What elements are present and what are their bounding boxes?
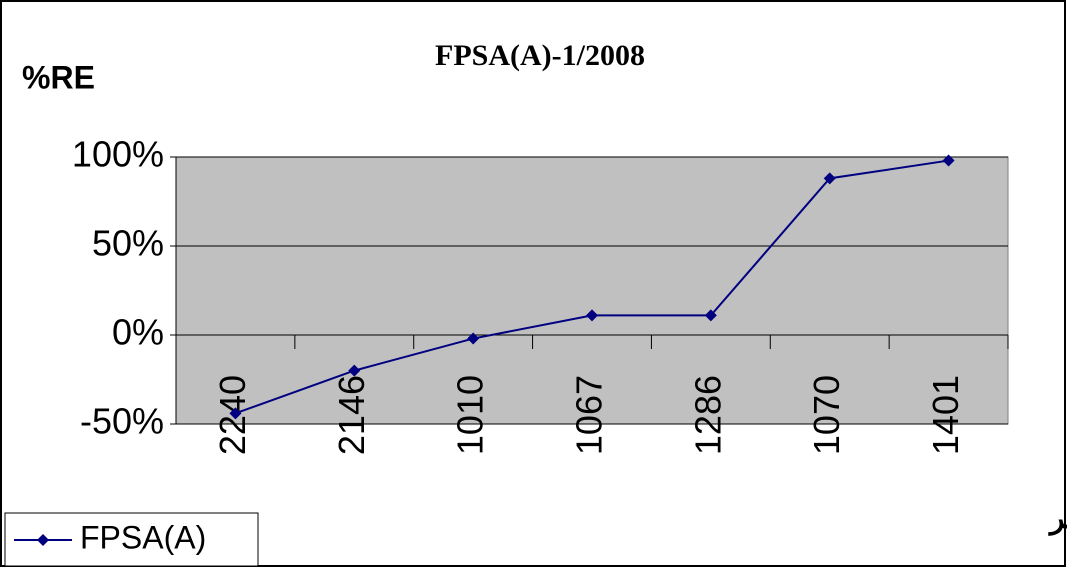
data-point bbox=[348, 364, 361, 377]
data-point bbox=[704, 309, 717, 322]
x-tick-label: 1286 bbox=[687, 375, 728, 455]
x-axis-label: رمز المخبر bbox=[1048, 502, 1067, 536]
data-point bbox=[942, 154, 955, 167]
plot-area bbox=[175, 156, 1009, 425]
data-point bbox=[586, 309, 598, 322]
y-tick-label: 0% bbox=[112, 312, 164, 353]
x-tick-label: 1070 bbox=[806, 375, 847, 455]
x-tick-label: 1401 bbox=[925, 375, 966, 455]
x-tick-label: 2146 bbox=[331, 375, 372, 455]
data-point bbox=[823, 172, 836, 185]
x-tick-label: 1067 bbox=[569, 375, 610, 455]
y-tick-label: 100% bbox=[72, 134, 164, 175]
legend-label: FPSA(A) bbox=[80, 519, 206, 555]
x-tick-label: 1010 bbox=[450, 375, 491, 455]
legend-marker bbox=[37, 534, 49, 546]
chart-title: FPSA(A)-1/2008 bbox=[435, 39, 645, 72]
y-tick-label: 50% bbox=[92, 223, 164, 264]
data-point bbox=[467, 332, 480, 345]
y-axis-label: %RE bbox=[22, 59, 95, 95]
data-point bbox=[229, 407, 242, 420]
y-tick-label: -50% bbox=[80, 401, 164, 442]
